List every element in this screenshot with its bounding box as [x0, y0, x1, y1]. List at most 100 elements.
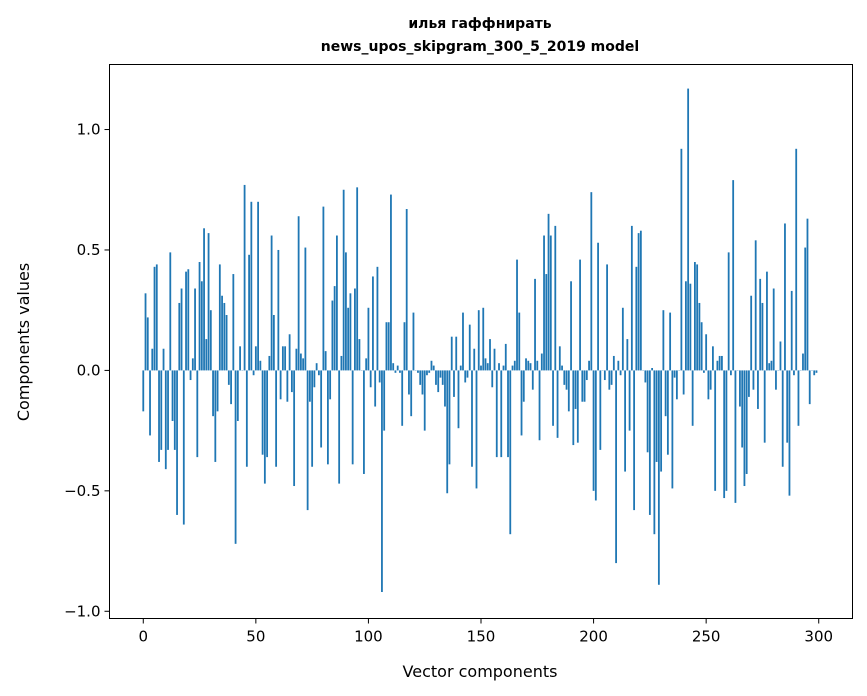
bar-228 [655, 370, 658, 462]
x-tick-label: 0 [138, 628, 148, 646]
bar-197 [585, 370, 588, 381]
bar-55 [266, 370, 269, 458]
bar-171 [527, 360, 530, 371]
bar-169 [522, 370, 525, 402]
bar-27 [203, 228, 205, 371]
bar-152 [484, 358, 487, 371]
bar-229 [657, 370, 660, 585]
bar-186 [561, 365, 563, 371]
bar-163 [509, 370, 512, 535]
y-tick-label: −0.5 [64, 482, 100, 500]
bar-81 [324, 351, 327, 371]
bar-241 [684, 281, 687, 371]
bar-278 [768, 363, 771, 371]
bar-234 [669, 312, 672, 371]
bar-40 [232, 274, 235, 371]
bar-180 [547, 213, 550, 371]
bar-170 [525, 358, 527, 371]
bar-56 [268, 355, 271, 371]
bar-125 [423, 370, 426, 431]
bar-129 [432, 365, 435, 371]
bar-142 [462, 312, 464, 371]
bar-74 [308, 370, 311, 402]
x-tick-label: 150 [467, 628, 496, 646]
bar-158 [498, 363, 500, 371]
bar-67 [293, 370, 296, 487]
bar-210 [615, 370, 617, 564]
bar-242 [687, 88, 690, 371]
bar-285 [784, 223, 786, 371]
bar-167 [518, 312, 521, 371]
bar-61 [279, 370, 282, 400]
bar-92 [349, 293, 352, 371]
bar-252 [709, 370, 712, 390]
bar-146 [471, 370, 473, 467]
bar-226 [651, 367, 654, 371]
bar-275 [761, 302, 764, 371]
bar-168 [520, 370, 523, 436]
bar-70 [299, 353, 302, 371]
bar-37 [225, 315, 228, 371]
bar-104 [376, 266, 379, 371]
y-tick-label: 0.5 [77, 241, 101, 259]
bar-189 [567, 370, 570, 412]
bar-212 [619, 370, 622, 376]
bar-111 [392, 363, 395, 371]
bar-119 [410, 370, 413, 417]
bar-221 [639, 230, 642, 371]
bar-34 [218, 264, 221, 371]
x-tick-label: 200 [579, 628, 608, 646]
bar-94 [354, 288, 356, 371]
bar-219 [635, 266, 638, 371]
bar-127 [428, 370, 431, 373]
bar-24 [196, 370, 199, 458]
bar-198 [588, 360, 590, 371]
bar-130 [435, 370, 437, 385]
bar-179 [545, 274, 548, 371]
bar-29 [207, 233, 210, 371]
bar-136 [448, 370, 451, 465]
bar-25 [198, 262, 201, 371]
bar-295 [806, 218, 809, 371]
bar-291 [797, 370, 800, 426]
bar-174 [534, 278, 536, 371]
bar-199 [590, 192, 593, 371]
bar-253 [712, 346, 714, 371]
bar-108 [385, 322, 388, 371]
bar-211 [617, 360, 620, 371]
bar-10 [164, 370, 167, 470]
bar-194 [579, 259, 581, 371]
bar-112 [394, 370, 397, 373]
bar-237 [675, 370, 678, 400]
bar-277 [766, 271, 768, 371]
bar-276 [763, 370, 766, 443]
chart-title-line-1: илья гаффнирать [408, 16, 551, 32]
bar-274 [759, 278, 762, 371]
bar-177 [540, 353, 543, 371]
bar-22 [191, 358, 194, 371]
bar-240 [682, 370, 685, 395]
bars-group [142, 88, 818, 593]
bar-122 [417, 370, 419, 373]
bar-254 [714, 370, 717, 491]
bar-32 [214, 370, 217, 462]
bar-243 [689, 283, 692, 371]
bar-21 [189, 370, 192, 381]
bar-262 [732, 180, 735, 371]
bar-247 [698, 302, 701, 371]
bar-213 [621, 307, 624, 371]
bar-20 [187, 269, 190, 371]
bar-258 [723, 370, 726, 499]
bar-176 [538, 370, 541, 441]
bar-155 [491, 370, 494, 388]
bar-79 [320, 370, 323, 448]
bar-263 [734, 370, 737, 503]
bar-59 [275, 370, 278, 467]
bar-4 [151, 348, 154, 371]
bar-53 [261, 370, 264, 455]
bar-166 [516, 259, 518, 371]
bar-41 [234, 370, 237, 544]
bar-0 [142, 370, 145, 412]
bar-151 [482, 307, 485, 371]
